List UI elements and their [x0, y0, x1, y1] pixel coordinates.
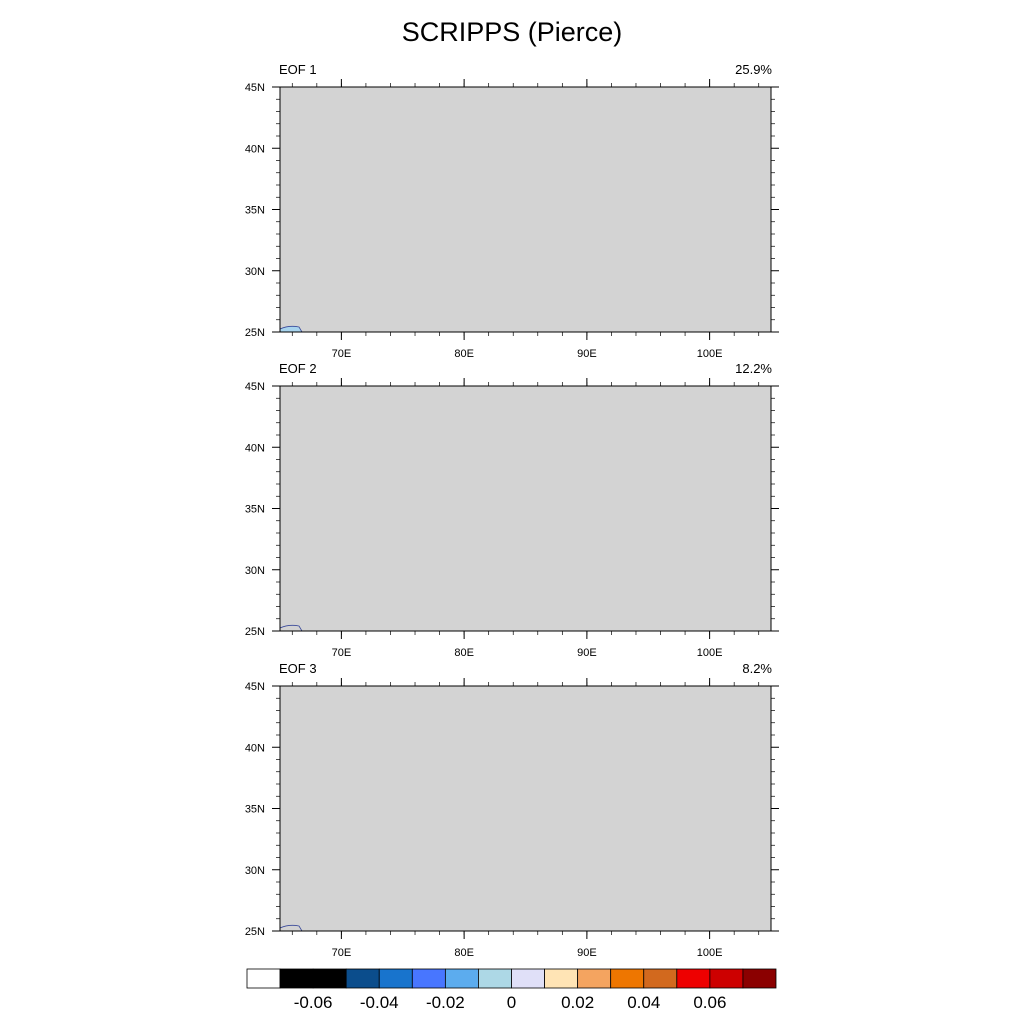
- lon-tick-label: 90E: [577, 947, 597, 959]
- colorbar-box: [444, 968, 479, 989]
- lat-tick-label: 30N: [245, 565, 265, 577]
- colorbar-box: [378, 968, 413, 989]
- colorbar-box: [742, 968, 777, 989]
- colorbar-box: [246, 968, 281, 989]
- colorbar-box: [312, 968, 347, 989]
- colorbar-box: [279, 968, 314, 989]
- lat-tick-label: 30N: [245, 266, 265, 278]
- lon-tick-label: 70E: [332, 348, 352, 360]
- panel-label: EOF 1: [279, 62, 317, 77]
- colorbar-box: [643, 968, 678, 989]
- colorbar-label: -0.02: [426, 993, 465, 1012]
- colorbar-label: -0.04: [360, 993, 399, 1012]
- lat-tick-label: 45N: [245, 82, 265, 94]
- colorbar-box: [577, 968, 612, 989]
- colorbar-box: [511, 968, 545, 989]
- colorbar-box: [709, 968, 744, 989]
- lat-tick-label: 35N: [245, 205, 265, 217]
- colorbar-label: 0.04: [627, 993, 660, 1012]
- lon-tick-label: 80E: [454, 947, 474, 959]
- map-land-fill: [280, 87, 771, 332]
- colorbar: -0.06 -0.04 -0.02 0 0.02 0.04 0.06: [246, 968, 777, 1012]
- variance-label: 12.2%: [735, 361, 772, 376]
- coastline-contour: [279, 624, 303, 632]
- colorbar-label: 0.02: [561, 993, 594, 1012]
- lon-tick-label: 90E: [577, 647, 597, 659]
- lon-tick-label: 80E: [454, 348, 474, 360]
- colorbar-label: -0.06: [294, 993, 333, 1012]
- eof-panel-1: 70E 80E 90E 100E 45N 40N 35N 30N 25N EOF 1 25.9%: [245, 62, 779, 360]
- colorbar-box: [676, 968, 711, 989]
- lat-tick-label: 25N: [245, 626, 265, 638]
- lat-tick-label: 40N: [245, 442, 265, 454]
- lat-tick-label: 25N: [245, 926, 265, 938]
- lat-tick-label: 30N: [245, 865, 265, 877]
- lon-tick-label: 70E: [332, 647, 352, 659]
- lon-tick-label: 100E: [697, 348, 723, 360]
- coastline-contour: [279, 325, 303, 333]
- lat-tick-label: 40N: [245, 742, 265, 754]
- map-land-fill: [280, 386, 771, 631]
- lat-tick-label: 35N: [245, 804, 265, 816]
- eof-panel-3: 70E 80E 90E 100E 45N 40N 35N 30N 25N EOF 3 8.2%: [245, 661, 779, 959]
- colorbar-box: [610, 968, 645, 989]
- lat-tick-label: 45N: [245, 381, 265, 393]
- lat-tick-label: 45N: [245, 681, 265, 693]
- lon-tick-label: 80E: [454, 647, 474, 659]
- map-land-fill: [280, 686, 771, 931]
- lon-tick-label: 70E: [332, 947, 352, 959]
- colorbar-label: 0: [507, 993, 516, 1012]
- figure-title: SCRIPPS (Pierce): [401, 17, 623, 47]
- colorbar-box: [478, 968, 512, 989]
- lon-tick-label: 100E: [697, 647, 723, 659]
- colorbar-box: [411, 968, 446, 989]
- colorbar-box: [345, 968, 380, 989]
- variance-label: 8.2%: [742, 661, 772, 676]
- colorbar-box: [544, 968, 579, 989]
- panel-label: EOF 2: [279, 361, 317, 376]
- lon-tick-label: 100E: [697, 947, 723, 959]
- lat-tick-label: 35N: [245, 504, 265, 516]
- variance-label: 25.9%: [735, 62, 772, 77]
- lat-tick-label: 40N: [245, 143, 265, 155]
- colorbar-label: 0.06: [693, 993, 726, 1012]
- lon-tick-label: 90E: [577, 348, 597, 360]
- coastline-contour: [279, 924, 303, 932]
- panel-label: EOF 3: [279, 661, 317, 676]
- eof-panel-2: 70E 80E 90E 100E 45N 40N 35N 30N 25N EOF 2 12.2%: [245, 361, 779, 659]
- lat-tick-label: 25N: [245, 327, 265, 339]
